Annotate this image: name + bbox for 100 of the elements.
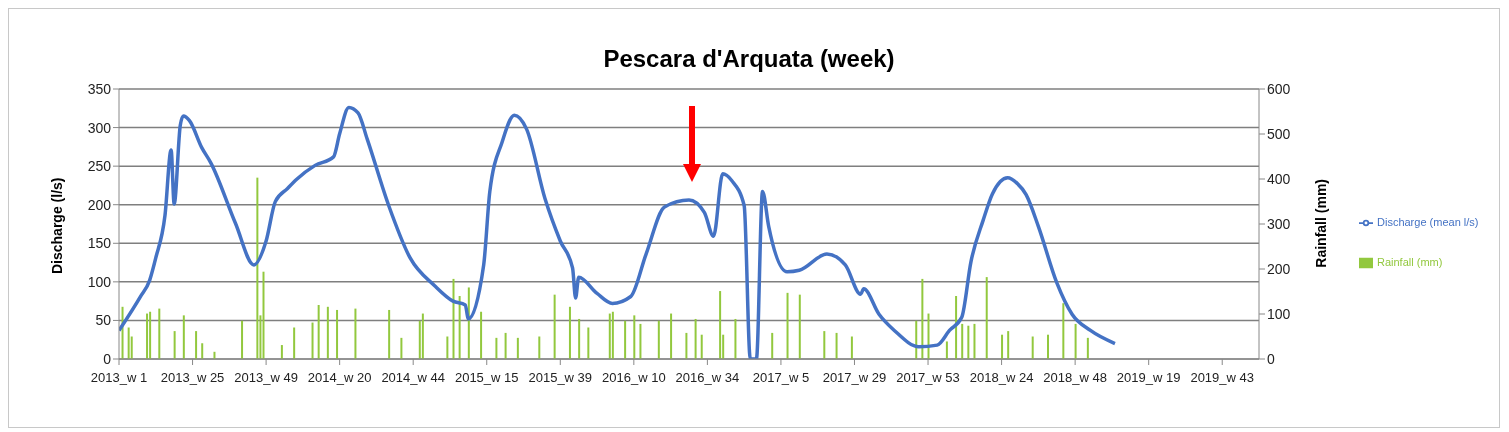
bar bbox=[921, 278, 924, 359]
bar bbox=[173, 331, 176, 359]
bar bbox=[823, 331, 826, 359]
x-tick-label: 2016_w 10 bbox=[602, 370, 666, 386]
bar bbox=[1047, 334, 1050, 359]
bar bbox=[458, 296, 461, 359]
bar bbox=[568, 306, 571, 359]
y-tick-label: 300 bbox=[87, 119, 112, 136]
bar bbox=[262, 271, 265, 359]
bar bbox=[127, 327, 130, 359]
bar bbox=[1001, 334, 1004, 359]
x-tick-label: 2014_w 44 bbox=[381, 370, 446, 386]
bar bbox=[201, 343, 204, 359]
bar bbox=[280, 345, 283, 359]
y2-tick-label: 200 bbox=[1267, 260, 1291, 277]
y2-tick-label: 400 bbox=[1267, 170, 1291, 187]
bar bbox=[961, 323, 964, 359]
bar bbox=[538, 336, 541, 359]
bar bbox=[149, 311, 152, 359]
y-tick-label: 50 bbox=[95, 312, 112, 329]
bar bbox=[400, 337, 403, 359]
y-axis-title: Discharge (l/s) bbox=[48, 177, 65, 274]
bar bbox=[293, 327, 296, 359]
x-tick-label: 2019_w 19 bbox=[1116, 370, 1181, 386]
bar bbox=[504, 332, 507, 359]
x-tick-label: 2017_w 29 bbox=[822, 370, 887, 386]
line-series bbox=[119, 105, 1117, 359]
bar bbox=[182, 315, 185, 359]
y2-tick-label: 300 bbox=[1267, 215, 1291, 232]
bar bbox=[388, 309, 391, 359]
y-tick-label: 250 bbox=[87, 158, 112, 175]
y-tick-label: 0 bbox=[103, 350, 112, 367]
bar bbox=[685, 332, 688, 359]
bar bbox=[195, 331, 198, 359]
bar bbox=[446, 336, 449, 359]
bar bbox=[480, 311, 483, 359]
bar bbox=[611, 311, 614, 359]
legend-label: Rainfall (mm) bbox=[1377, 256, 1443, 268]
y-tick-label: 350 bbox=[87, 80, 112, 97]
y2-tick-label: 100 bbox=[1267, 305, 1291, 322]
bar bbox=[608, 313, 611, 359]
bar bbox=[734, 318, 737, 359]
y-tick-label: 150 bbox=[87, 235, 112, 252]
bar bbox=[326, 306, 329, 359]
y-tick-label: 100 bbox=[87, 273, 112, 290]
bar bbox=[516, 337, 519, 359]
bar bbox=[336, 309, 339, 359]
bar bbox=[241, 320, 244, 359]
bar bbox=[945, 341, 948, 359]
bar bbox=[657, 320, 660, 359]
y2-tick-label: 500 bbox=[1267, 125, 1291, 142]
x-tick-label: 2018_w 24 bbox=[969, 370, 1034, 386]
bar bbox=[146, 313, 149, 359]
x-tick-label: 2015_w 39 bbox=[528, 370, 593, 386]
bar bbox=[798, 294, 801, 359]
bar bbox=[421, 313, 424, 359]
bar bbox=[633, 315, 636, 359]
bar bbox=[578, 318, 581, 359]
chart-title: Pescara d'Arquata (week) bbox=[602, 45, 896, 73]
bar bbox=[639, 323, 642, 359]
bar bbox=[1007, 331, 1010, 359]
bar bbox=[317, 305, 320, 359]
x-tick-label: 2013_w 1 bbox=[90, 370, 148, 386]
bar bbox=[354, 308, 357, 359]
y2-axis-title: Rainfall (mm) bbox=[1312, 179, 1329, 268]
x-tick-label: 2019_w 43 bbox=[1190, 370, 1255, 386]
bar bbox=[553, 294, 556, 359]
bar bbox=[311, 322, 314, 359]
bar bbox=[1031, 336, 1034, 359]
bar bbox=[1074, 323, 1077, 359]
bar bbox=[1062, 303, 1065, 359]
x-tick-label: 2017_w 53 bbox=[896, 370, 960, 386]
bar bbox=[955, 296, 958, 359]
x-tick-label: 2017_w 5 bbox=[752, 370, 810, 386]
bar bbox=[1086, 337, 1089, 359]
bar bbox=[967, 325, 970, 359]
bar bbox=[624, 320, 627, 359]
bar bbox=[985, 277, 988, 359]
y-tick-label: 200 bbox=[87, 196, 112, 213]
x-tick-label: 2016_w 34 bbox=[675, 370, 740, 386]
bar bbox=[719, 291, 722, 359]
bar bbox=[835, 332, 838, 359]
bar bbox=[700, 334, 703, 359]
y2-tick-label: 0 bbox=[1267, 350, 1275, 367]
x-tick-label: 2018_w 48 bbox=[1043, 370, 1107, 386]
bar bbox=[670, 313, 673, 359]
bar bbox=[771, 332, 774, 359]
bar bbox=[495, 337, 498, 359]
x-tick-label: 2013_w 49 bbox=[234, 370, 298, 386]
bar bbox=[587, 327, 590, 359]
bar bbox=[467, 287, 470, 359]
legend-label: Discharge (mean l/s) bbox=[1377, 216, 1479, 228]
bar bbox=[850, 336, 853, 359]
y2-tick-label: 600 bbox=[1267, 80, 1291, 97]
bar bbox=[452, 278, 455, 359]
bar bbox=[256, 177, 259, 359]
bar bbox=[158, 308, 161, 359]
x-tick-label: 2014_w 20 bbox=[307, 370, 372, 386]
bar bbox=[973, 323, 976, 359]
bar bbox=[786, 292, 789, 359]
